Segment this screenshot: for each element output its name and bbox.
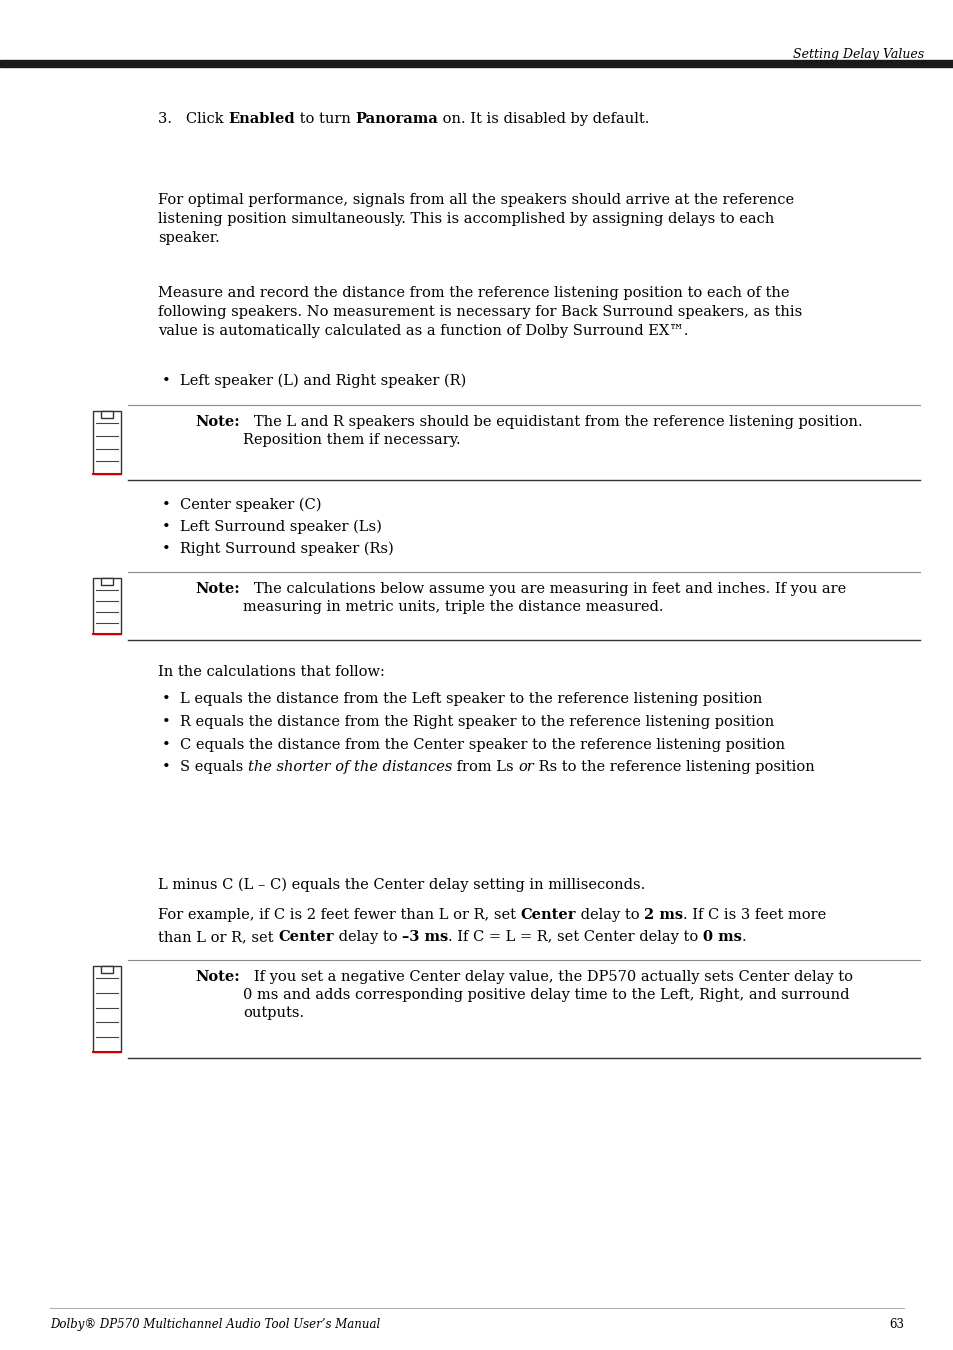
- Bar: [101, 410, 112, 418]
- Text: •: •: [162, 760, 171, 774]
- Text: L equals the distance from the Left speaker to the reference listening position: L equals the distance from the Left spea…: [180, 693, 761, 706]
- Text: R equals the distance from the Right speaker to the reference listening position: R equals the distance from the Right spe…: [180, 716, 774, 729]
- Text: to turn: to turn: [294, 112, 355, 126]
- Text: Rs to the reference listening position: Rs to the reference listening position: [534, 760, 814, 774]
- Bar: [101, 578, 112, 585]
- Text: •: •: [162, 541, 171, 556]
- Text: from Ls: from Ls: [452, 760, 518, 774]
- Bar: [0, 59, 953, 68]
- Bar: [92, 967, 121, 1052]
- Bar: [101, 967, 112, 973]
- Text: If you set a negative Center delay value, the DP570 actually sets Center delay t: If you set a negative Center delay value…: [239, 971, 852, 984]
- Bar: [92, 578, 121, 634]
- Text: than L or R, set: than L or R, set: [158, 930, 278, 944]
- Text: 0 ms: 0 ms: [702, 930, 741, 944]
- Text: L minus C (L – C) equals the Center delay setting in milliseconds.: L minus C (L – C) equals the Center dela…: [158, 878, 644, 892]
- Text: •: •: [162, 716, 171, 729]
- Text: •: •: [162, 520, 171, 535]
- Text: S equals: S equals: [180, 760, 248, 774]
- Text: . If C is 3 feet more: . If C is 3 feet more: [682, 909, 826, 922]
- Text: 2 ms: 2 ms: [643, 909, 682, 922]
- Text: •: •: [162, 693, 171, 706]
- Text: . If C = L = R, set Center delay to: . If C = L = R, set Center delay to: [448, 930, 702, 944]
- Text: 3.   Click: 3. Click: [158, 112, 228, 126]
- Text: Reposition them if necessary.: Reposition them if necessary.: [243, 433, 460, 447]
- Text: •: •: [162, 374, 171, 387]
- Text: Setting Delay Values: Setting Delay Values: [792, 49, 923, 61]
- Text: For example, if C is 2 feet fewer than L or R, set: For example, if C is 2 feet fewer than L…: [158, 909, 520, 922]
- Text: or: or: [518, 760, 534, 774]
- Text: outputs.: outputs.: [243, 1006, 304, 1021]
- Text: Panorama: Panorama: [355, 112, 437, 126]
- Text: C equals the distance from the Center speaker to the reference listening positio: C equals the distance from the Center sp…: [180, 738, 784, 752]
- Text: The L and R speakers should be equidistant from the reference listening position: The L and R speakers should be equidista…: [239, 414, 862, 429]
- Text: Right Surround speaker (Rs): Right Surround speaker (Rs): [180, 541, 394, 556]
- Text: Center speaker (C): Center speaker (C): [180, 498, 321, 513]
- Text: delay to: delay to: [576, 909, 643, 922]
- Text: delay to: delay to: [334, 930, 401, 944]
- Text: –3 ms: –3 ms: [401, 930, 448, 944]
- Text: .: .: [741, 930, 745, 944]
- Text: 0 ms and adds corresponding positive delay time to the Left, Right, and surround: 0 ms and adds corresponding positive del…: [243, 988, 848, 1002]
- Text: Note:: Note:: [194, 414, 239, 429]
- Text: The calculations below assume you are measuring in feet and inches. If you are: The calculations below assume you are me…: [239, 582, 845, 595]
- Text: Left Surround speaker (Ls): Left Surround speaker (Ls): [180, 520, 381, 535]
- Text: the shorter of the distances: the shorter of the distances: [248, 760, 452, 774]
- Text: Enabled: Enabled: [228, 112, 294, 126]
- Text: In the calculations that follow:: In the calculations that follow:: [158, 666, 384, 679]
- Text: Center: Center: [278, 930, 334, 944]
- Text: Dolby® DP570 Multichannel Audio Tool User’s Manual: Dolby® DP570 Multichannel Audio Tool Use…: [50, 1318, 380, 1331]
- Text: •: •: [162, 738, 171, 752]
- Text: Center: Center: [520, 909, 576, 922]
- Text: on. It is disabled by default.: on. It is disabled by default.: [437, 112, 649, 126]
- Text: Note:: Note:: [194, 971, 239, 984]
- Text: Note:: Note:: [194, 582, 239, 595]
- Bar: [92, 410, 121, 474]
- Text: 63: 63: [888, 1318, 903, 1331]
- Text: Left speaker (L) and Right speaker (R): Left speaker (L) and Right speaker (R): [180, 374, 466, 389]
- Text: For optimal performance, signals from all the speakers should arrive at the refe: For optimal performance, signals from al…: [158, 193, 793, 244]
- Text: Measure and record the distance from the reference listening position to each of: Measure and record the distance from the…: [158, 286, 801, 338]
- Text: •: •: [162, 498, 171, 512]
- Text: measuring in metric units, triple the distance measured.: measuring in metric units, triple the di…: [243, 599, 662, 614]
